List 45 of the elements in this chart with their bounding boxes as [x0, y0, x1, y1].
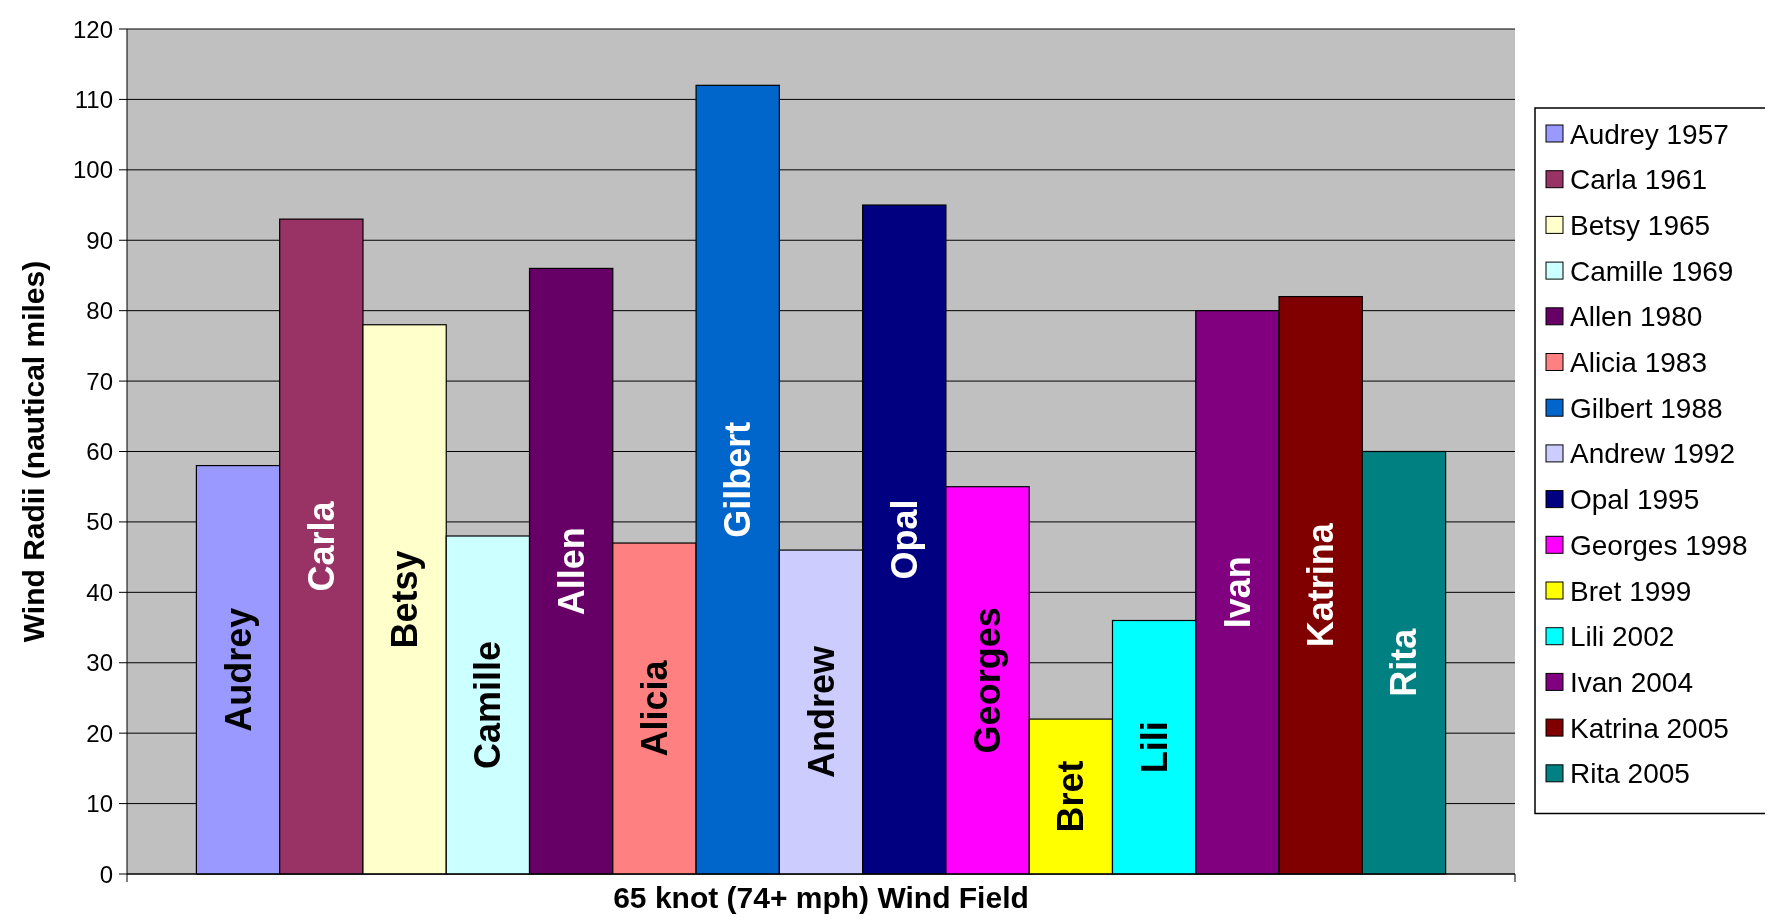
- annotation: Bret: [1050, 760, 1092, 833]
- legend-label: Alicia 1983: [1570, 347, 1707, 378]
- legend-label: Bret 1999: [1570, 575, 1692, 607]
- y-tick-label: 100: [72, 156, 113, 184]
- annotation: Carla: [300, 500, 342, 592]
- legend-label: Allen 1980: [1570, 301, 1703, 333]
- annotation: Allen: [550, 527, 592, 616]
- y-tick-label: 70: [86, 367, 113, 395]
- annotation: Andrew: [800, 645, 842, 779]
- legend-label: Rita 2005: [1570, 758, 1690, 790]
- legend-label: Katrina 2005: [1570, 712, 1729, 744]
- legend-label: Gilbert 1988: [1570, 392, 1723, 424]
- annotation: Lili: [1133, 721, 1175, 774]
- annotation: Betsy: [384, 550, 426, 649]
- y-tick-label: 20: [86, 719, 113, 747]
- legend-label: Betsy 1965: [1570, 209, 1711, 241]
- y-tick-label: 110: [74, 85, 113, 113]
- annotation: Alicia: [633, 659, 675, 757]
- annotation: Camille: [467, 640, 509, 770]
- y-tick-label: 50: [86, 508, 113, 536]
- annotation: Opal: [883, 499, 925, 580]
- legend-label: Audrey 1957: [1570, 118, 1729, 150]
- annotation: Ivan: [1216, 556, 1258, 629]
- annotation: Georges: [967, 607, 1009, 754]
- x-tick-label: 65 knot (74+ mph) Wind Field: [613, 881, 1029, 914]
- legend-label: Opal 1995: [1570, 484, 1700, 516]
- legend-label: Andrew 1992: [1570, 438, 1736, 470]
- y-axis-title: Wind Radii (nautical miles): [17, 260, 50, 643]
- y-tick-label: 10: [86, 790, 113, 818]
- legend-label: Camille 1969: [1570, 255, 1734, 287]
- legend-label: Ivan 2004: [1570, 666, 1693, 698]
- legend-label: Lili 2002: [1570, 621, 1675, 653]
- legend-label: Carla 1961: [1570, 164, 1707, 196]
- y-tick-label: 40: [86, 578, 113, 606]
- y-tick-label: 30: [86, 649, 113, 677]
- annotation: Gilbert: [717, 421, 759, 538]
- y-tick-label: 120: [72, 15, 113, 43]
- annotation: Audrey: [217, 607, 259, 732]
- y-tick-label: 60: [86, 438, 113, 465]
- legend-label: Georges 1998: [1570, 529, 1748, 561]
- annotation: Katrina: [1300, 522, 1342, 648]
- y-tick-label: 80: [86, 297, 113, 325]
- y-tick-label: 0: [99, 860, 113, 888]
- y-tick-label: 90: [86, 226, 113, 254]
- annotation: Rita: [1383, 627, 1425, 697]
